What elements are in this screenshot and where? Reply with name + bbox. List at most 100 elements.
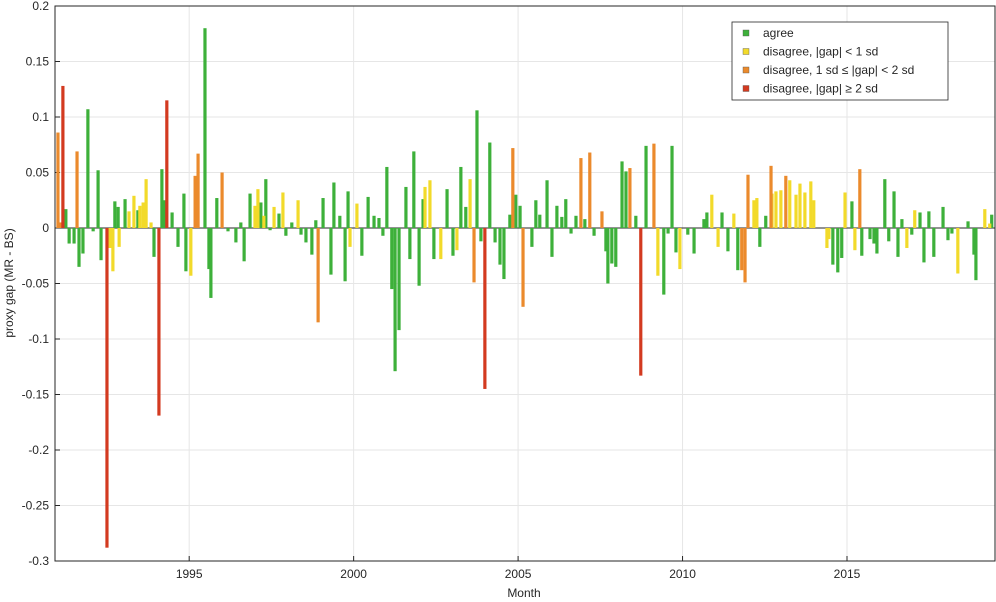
bar (774, 191, 778, 228)
bar (972, 228, 976, 255)
bar (736, 228, 740, 271)
bar (610, 228, 614, 264)
bar (511, 148, 515, 228)
bar (304, 228, 308, 243)
bar (812, 200, 816, 228)
legend-box (731, 21, 949, 101)
bar (412, 151, 416, 228)
bar (226, 228, 230, 232)
bar (508, 214, 512, 228)
bar (788, 180, 792, 228)
bar (366, 196, 370, 228)
y-tick-label: 0.2 (32, 0, 49, 13)
bar (560, 216, 564, 228)
legend-swatch (742, 85, 750, 92)
legend-label: disagree, |gap| < 1 sd (763, 45, 878, 59)
bar (81, 228, 85, 254)
legend-swatch (742, 66, 750, 74)
bar (850, 201, 854, 228)
bar (868, 228, 872, 240)
x-axis-label: Month (507, 586, 540, 600)
bar (464, 206, 468, 228)
bar (521, 228, 525, 307)
bar (149, 222, 153, 228)
bar (843, 192, 847, 228)
bar (809, 181, 813, 228)
bar (534, 200, 538, 228)
bar (606, 228, 610, 284)
bar (574, 215, 578, 228)
bar (72, 228, 76, 244)
bar (588, 152, 592, 228)
bar (451, 228, 455, 256)
bar (163, 200, 167, 228)
bar (385, 166, 389, 228)
bar (91, 228, 95, 232)
bar (141, 202, 145, 228)
bar (634, 215, 638, 228)
bar (193, 175, 197, 228)
bar (831, 228, 835, 265)
bar (439, 228, 443, 260)
y-tick-label: -0.2 (28, 443, 49, 457)
bar (239, 222, 243, 228)
bar (710, 194, 714, 228)
bar (290, 222, 294, 228)
bar (144, 179, 148, 228)
bar (138, 205, 142, 228)
bar (493, 228, 497, 243)
bar (988, 223, 992, 228)
bar (61, 85, 65, 228)
x-tick-label: 2005 (505, 567, 532, 581)
bar (900, 219, 904, 228)
bar (160, 169, 164, 228)
bar (604, 228, 608, 252)
bar (614, 228, 618, 267)
bar (132, 195, 136, 228)
bar (624, 171, 628, 228)
bar (253, 205, 257, 228)
bar (355, 203, 359, 228)
bar (764, 215, 768, 228)
bar (720, 212, 724, 228)
bar (281, 192, 285, 228)
bar (332, 182, 336, 228)
bar (662, 228, 666, 295)
bar (157, 228, 161, 416)
bar (316, 228, 320, 323)
bar (927, 211, 931, 228)
bar (550, 228, 554, 257)
bar (256, 189, 260, 228)
bar (956, 228, 960, 274)
bar (170, 212, 174, 228)
bar (397, 228, 401, 331)
bar (96, 170, 100, 228)
bar (117, 228, 121, 247)
bar (628, 168, 632, 228)
bar (990, 214, 994, 228)
bar (794, 194, 798, 228)
bar (600, 211, 604, 228)
bar (215, 198, 219, 228)
bar (113, 201, 117, 228)
bar (592, 228, 596, 236)
bar (421, 199, 425, 228)
y-axis-label: proxy gap (MR - BS) (2, 228, 16, 337)
bar (514, 194, 518, 228)
legend-label: disagree, |gap| ≥ 2 sd (763, 82, 878, 96)
bar (483, 228, 487, 389)
bar (746, 174, 750, 228)
bar (583, 219, 587, 228)
bar (620, 161, 624, 228)
bar (203, 28, 207, 229)
bar (670, 145, 674, 228)
x-tick-label: 1995 (176, 567, 203, 581)
bar (502, 228, 506, 280)
bar (377, 218, 381, 228)
bar (752, 200, 756, 228)
bar (360, 228, 364, 256)
bar (518, 205, 522, 228)
bar (860, 228, 864, 256)
bar (840, 228, 844, 258)
bar (883, 179, 887, 228)
